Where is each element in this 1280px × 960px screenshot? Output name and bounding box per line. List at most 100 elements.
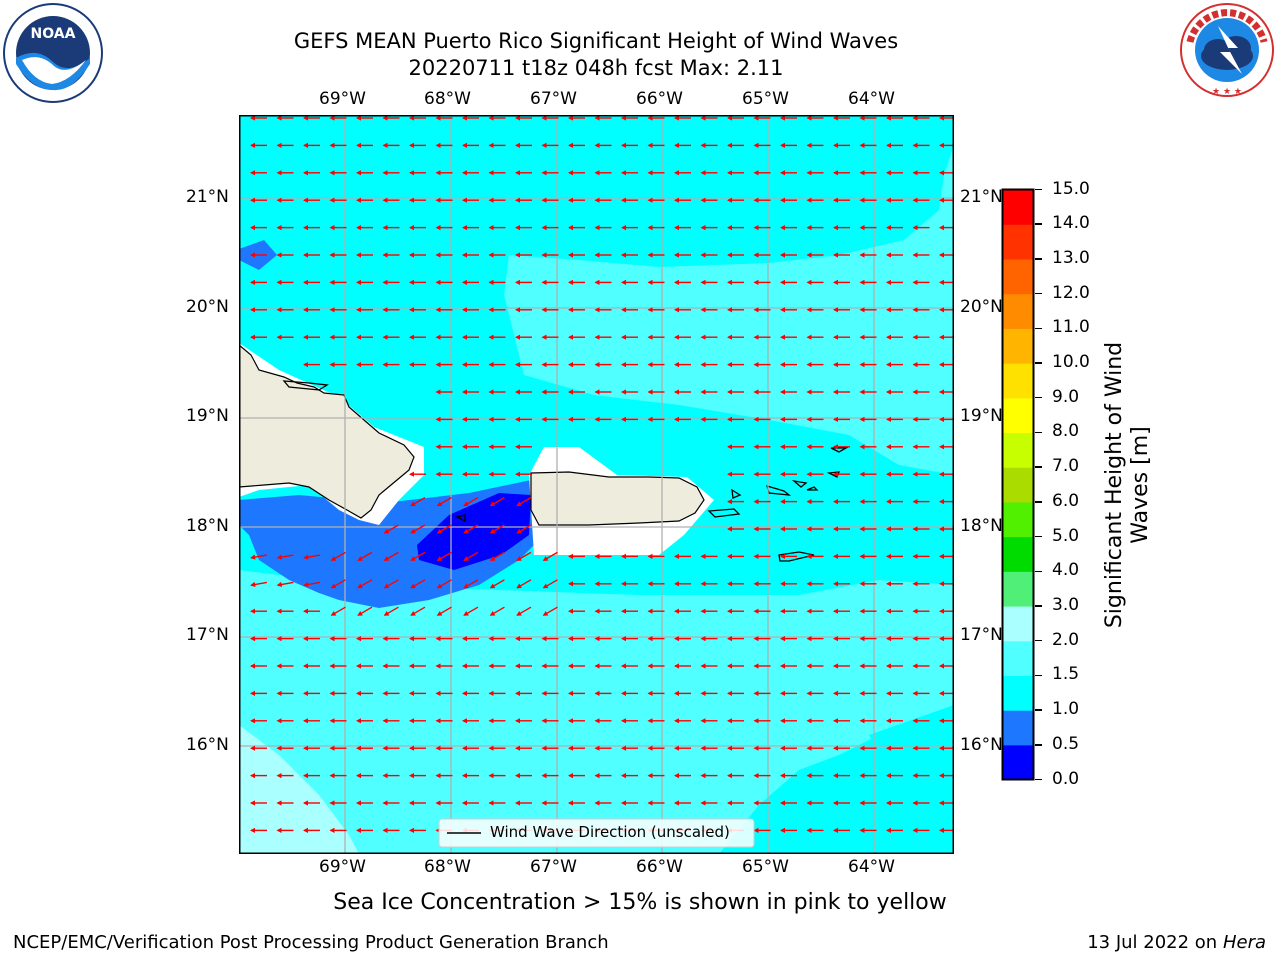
lat-label-right-19n: 19°N: [960, 406, 1003, 426]
wind-wave-arrow: [409, 279, 426, 285]
wind-wave-arrow: [621, 252, 638, 258]
wind-wave-arrow: [647, 389, 665, 395]
wind-wave-arrow: [886, 252, 903, 258]
wind-wave-arrow: [382, 142, 400, 148]
colorbar-tick-mark: [1035, 396, 1042, 399]
wind-wave-arrow: [700, 663, 718, 669]
wind-wave-arrow: [488, 170, 506, 176]
wind-wave-arrow: [488, 142, 506, 148]
wind-wave-arrow: [647, 636, 665, 642]
wind-wave-arrow: [647, 334, 665, 340]
colorbar-block: [1002, 675, 1034, 711]
wind-wave-arrow: [356, 773, 373, 779]
wind-wave-arrow: [753, 471, 771, 477]
colorbar-tick-mark: [1035, 292, 1042, 295]
wind-wave-arrow: [700, 636, 718, 642]
wind-wave-arrow: [594, 225, 612, 231]
wind-wave-arrow: [462, 773, 479, 779]
wind-wave-arrow: [329, 115, 347, 121]
wind-wave-arrow: [833, 663, 850, 669]
wind-wave-arrow: [621, 608, 638, 614]
wind-wave-arrow: [727, 170, 744, 176]
wind-wave-arrow: [700, 142, 718, 148]
wind-wave-arrow: [541, 718, 559, 724]
wind-wave-arrow: [250, 690, 267, 696]
wind-wave-arrow: [886, 553, 903, 559]
wind-wave-arrow: [859, 526, 877, 532]
wind-wave-arrow: [833, 636, 850, 642]
wind-wave-arrow: [250, 225, 267, 231]
wind-wave-arrow: [806, 225, 824, 231]
wind-wave-arrow: [647, 773, 665, 779]
colorbar-block: [1002, 710, 1034, 746]
wind-wave-arrow: [674, 197, 691, 203]
wind-wave-arrow: [409, 307, 426, 313]
wind-wave-arrow: [912, 225, 930, 231]
wind-wave-arrow: [515, 416, 532, 422]
wind-wave-arrow: [859, 252, 877, 258]
wind-wave-arrow: [886, 115, 903, 121]
wind-wave-arrow: [621, 690, 638, 696]
wind-wave-arrow: [356, 636, 373, 642]
wind-wave-arrow: [727, 252, 744, 258]
wind-wave-arrow: [409, 745, 426, 751]
wind-wave-arrow: [780, 334, 797, 340]
wind-wave-arrow: [541, 663, 559, 669]
wind-wave-arrow: [382, 170, 400, 176]
wind-wave-arrow: [435, 800, 453, 806]
wind-wave-arrow: [541, 115, 559, 121]
wind-wave-arrow: [303, 608, 320, 614]
wind-wave-arrow: [912, 553, 930, 559]
wind-wave-arrow: [674, 636, 691, 642]
wind-wave-arrow: [463, 496, 479, 507]
wind-wave-arrow: [886, 389, 903, 395]
wind-wave-arrow: [647, 800, 665, 806]
wind-wave-arrow: [329, 252, 347, 258]
wind-wave-arrow: [647, 553, 665, 559]
wind-wave-arrow: [435, 663, 453, 669]
wind-wave-arrow: [329, 663, 347, 669]
colorbar-block: [1002, 293, 1034, 329]
wind-wave-arrow: [859, 307, 877, 313]
wind-wave-arrow: [647, 416, 665, 422]
wind-wave-arrow: [833, 499, 850, 505]
wind-wave-arrow: [806, 800, 824, 806]
wind-wave-arrow: [303, 718, 320, 724]
wind-wave-arrow: [594, 553, 612, 559]
wind-wave-arrow: [621, 307, 638, 313]
wave-zone-0_0-0_5: [417, 493, 531, 570]
wind-wave-arrow: [912, 773, 930, 779]
noaa-logo: NOAA: [2, 2, 104, 104]
wind-wave-arrow: [806, 663, 824, 669]
wind-wave-arrow: [727, 581, 744, 587]
wind-wave-arrow: [250, 718, 267, 724]
wind-wave-arrow: [276, 827, 294, 833]
wind-wave-arrow: [516, 551, 532, 562]
wind-wave-arrow: [542, 606, 558, 616]
wind-wave-arrow: [329, 225, 347, 231]
lon-label-bottom-68w: 68°W: [424, 857, 471, 877]
wind-wave-arrow: [489, 496, 505, 507]
wind-wave-arrow: [621, 581, 638, 587]
wind-wave-arrow: [886, 636, 903, 642]
wind-wave-arrow: [912, 471, 930, 477]
colorbar-tick-label: 8.0: [1052, 421, 1080, 442]
wind-wave-arrow: [568, 800, 585, 806]
wind-wave-arrow: [886, 416, 903, 422]
wind-wave-arrow: [647, 197, 665, 203]
wind-wave-arrow: [303, 827, 320, 833]
wind-wave-arrow: [409, 800, 426, 806]
lon-label-bottom-64w: 64°W: [848, 857, 895, 877]
wind-wave-arrow: [435, 170, 453, 176]
wind-wave-arrow: [700, 745, 718, 751]
wind-wave-arrow: [912, 362, 930, 368]
wind-wave-arrow: [250, 800, 267, 806]
wind-wave-arrow: [382, 362, 400, 368]
lat-label-right-17n: 17°N: [960, 625, 1003, 645]
colorbar-tick-label: 4.0: [1052, 560, 1080, 581]
wind-wave-arrow: [276, 745, 294, 751]
wind-wave-arrow: [833, 526, 850, 532]
wind-wave-arrow: [276, 718, 294, 724]
wind-wave-arrow: [330, 606, 346, 616]
wind-wave-arrow: [780, 718, 797, 724]
